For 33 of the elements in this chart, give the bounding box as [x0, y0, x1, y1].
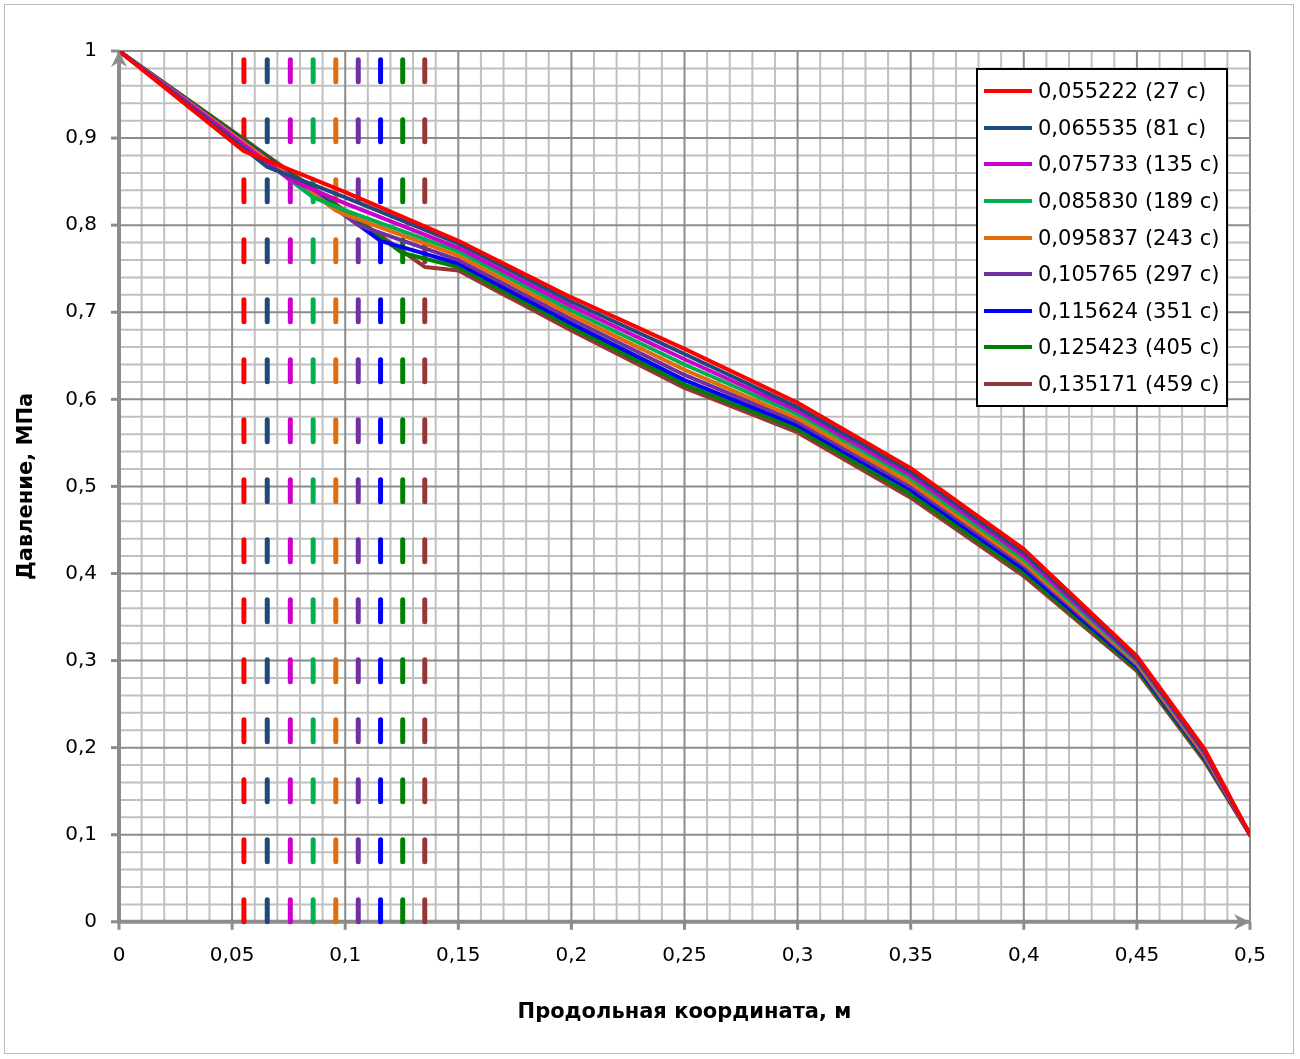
legend-label: 0,135171 (459 с) — [1038, 372, 1220, 397]
x-tick-label: 0,1 — [329, 942, 362, 966]
y-tick-label: 0,4 — [65, 559, 98, 584]
x-tick-label: 0 — [112, 942, 126, 966]
y-tick-label: 0,8 — [65, 211, 98, 236]
legend-label: 0,055222 (27 с) — [1038, 79, 1207, 104]
legend-label: 0,125423 (405 с) — [1038, 335, 1220, 360]
x-tick-label: 0,15 — [436, 942, 481, 966]
x-tick-label: 0,3 — [781, 942, 814, 966]
y-tick-label: 0,6 — [65, 385, 98, 410]
x-tick-label: 0,25 — [662, 942, 707, 966]
x-tick-label: 0,05 — [209, 942, 255, 966]
y-tick-label: 0,1 — [65, 820, 98, 845]
y-tick-label: 0,3 — [65, 646, 98, 671]
legend-label: 0,095837 (243 с) — [1038, 225, 1220, 250]
legend-label: 0,065535 (81 с) — [1038, 115, 1207, 140]
x-axis-title: Продольная координата, м — [517, 998, 852, 1023]
legend-label: 0,105765 (297 с) — [1038, 262, 1220, 287]
legend-label: 0,075733 (135 с) — [1038, 152, 1220, 177]
x-tick-label: 0,2 — [555, 942, 588, 966]
x-tick-label: 0,5 — [1234, 942, 1266, 966]
x-tick-label: 0,35 — [888, 942, 933, 966]
y-axis-title: Давление, МПа — [13, 392, 38, 580]
x-tick-label: 0,45 — [1114, 942, 1160, 966]
y-tick-label: 1 — [84, 37, 98, 62]
legend-label: 0,115624 (351 с) — [1038, 298, 1220, 323]
y-tick-label: 0,7 — [65, 298, 98, 323]
y-tick-label: 0 — [84, 908, 98, 932]
y-tick-label: 0,2 — [65, 733, 98, 758]
legend-label: 0,085830 (189 с) — [1038, 189, 1220, 214]
x-tick-label: 0,4 — [1007, 942, 1040, 966]
y-tick-label: 0,5 — [65, 472, 98, 497]
y-tick-label: 0,9 — [65, 124, 98, 149]
